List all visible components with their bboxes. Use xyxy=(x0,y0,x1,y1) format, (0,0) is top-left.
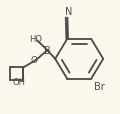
Text: HO: HO xyxy=(29,35,42,44)
Text: Br: Br xyxy=(94,82,104,92)
Text: N: N xyxy=(65,7,73,17)
Text: B: B xyxy=(44,46,51,56)
Text: O: O xyxy=(31,55,38,64)
Text: OH: OH xyxy=(12,77,25,86)
